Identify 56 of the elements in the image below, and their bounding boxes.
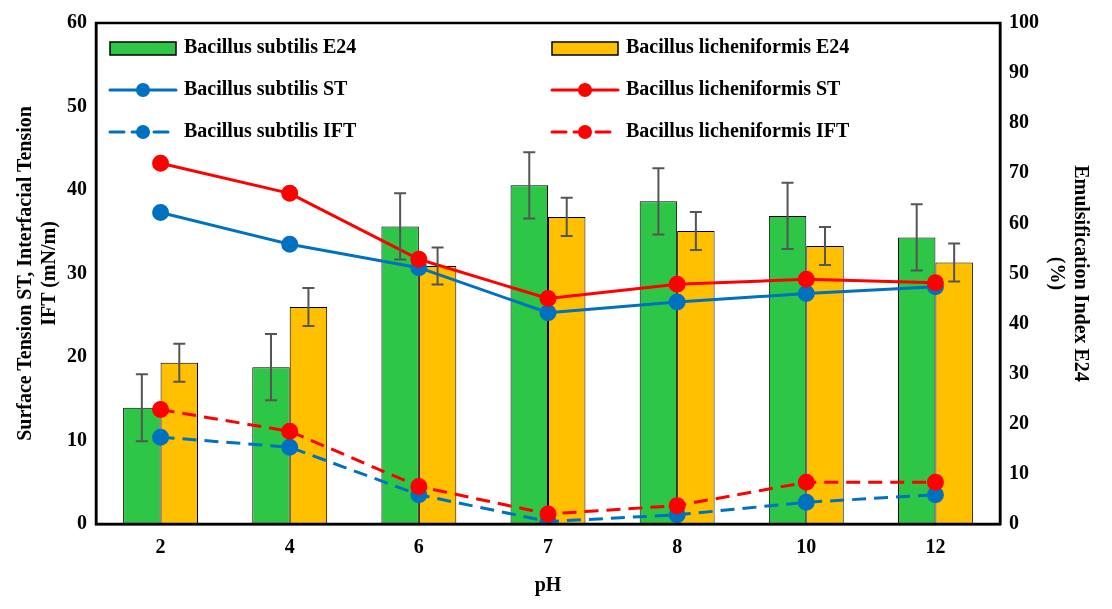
point <box>668 497 686 515</box>
point <box>539 505 557 523</box>
x-tick-label: 8 <box>672 535 683 558</box>
point <box>797 285 815 303</box>
point <box>152 154 170 172</box>
x-tick-label: 2 <box>155 535 166 558</box>
legend-label: Bacillus licheniformis IFT <box>626 119 850 142</box>
x-tick-label: 12 <box>925 535 946 558</box>
legend-label: Bacillus subtilis IFT <box>184 119 357 142</box>
y-tick-label: 60 <box>67 10 87 33</box>
point <box>281 438 299 456</box>
point <box>281 422 299 440</box>
y2-tick-label: 0 <box>1009 511 1019 534</box>
y2-axis-title: Emulsification Index E24 (%) <box>1045 165 1093 382</box>
point <box>797 473 815 491</box>
y-tick-label: 40 <box>67 177 87 200</box>
point <box>539 290 557 308</box>
y2-tick-label: 70 <box>1009 160 1029 183</box>
y-axis-title: Surface Tension ST, Interfacial Tension IFT (mN/m) <box>13 106 61 441</box>
y-tick-label: 10 <box>67 427 87 450</box>
y2-tick-label: 10 <box>1009 461 1029 484</box>
point <box>797 270 815 288</box>
point <box>926 473 944 491</box>
legend-label: Bacillus subtilis E24 <box>184 35 357 58</box>
legend-label: Bacillus licheniformis ST <box>626 77 842 100</box>
y2-tick-label: 30 <box>1009 360 1029 383</box>
point <box>410 477 428 495</box>
point <box>410 250 428 268</box>
legend-label: Bacillus subtilis ST <box>184 77 349 100</box>
y-tick-label: 50 <box>67 93 87 116</box>
point <box>281 184 299 202</box>
y-tick-label: 0 <box>77 511 87 534</box>
point <box>668 293 686 311</box>
x-tick-label: 6 <box>413 535 424 558</box>
point <box>152 204 170 222</box>
y2-tick-label: 20 <box>1009 410 1029 433</box>
point <box>926 274 944 292</box>
y-tick-label: 30 <box>67 260 87 283</box>
point <box>668 275 686 293</box>
y2-tick-label: 50 <box>1009 260 1029 283</box>
y-tick-label: 20 <box>67 344 87 367</box>
y2-tick-label: 60 <box>1009 210 1029 233</box>
x-tick-label: 10 <box>796 535 817 558</box>
legend-label: Bacillus licheniformis E24 <box>626 35 850 58</box>
point <box>797 493 815 511</box>
x-tick-label: 4 <box>284 535 295 558</box>
point <box>152 428 170 446</box>
point <box>539 304 557 322</box>
y2-tick-label: 90 <box>1009 60 1029 83</box>
x-axis-title: pH <box>534 573 562 597</box>
y2-tick-label: 100 <box>1009 10 1039 33</box>
y2-tick-label: 80 <box>1009 110 1029 133</box>
point <box>281 235 299 253</box>
x-tick-label: 7 <box>543 535 553 558</box>
y2-tick-label: 40 <box>1009 310 1029 333</box>
point <box>152 401 170 419</box>
